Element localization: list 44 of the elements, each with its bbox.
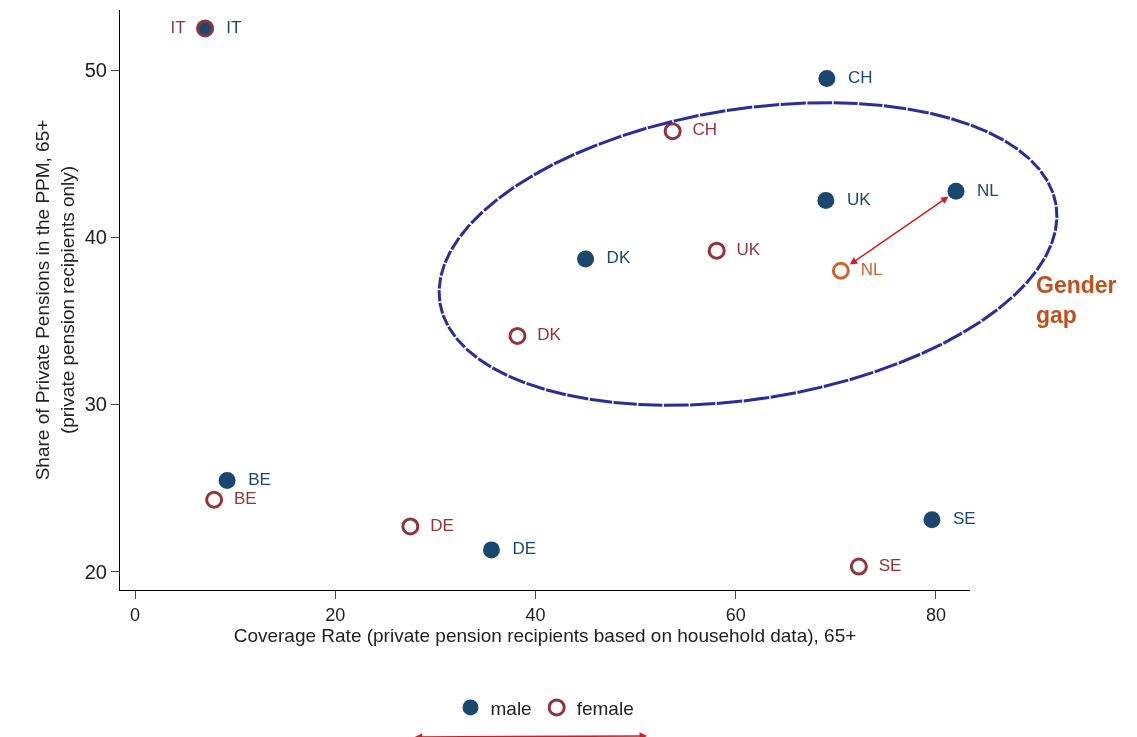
- y-tick-label: 30: [84, 393, 107, 416]
- data-label: IT: [170, 17, 195, 37]
- point: [947, 182, 965, 200]
- point: [817, 192, 835, 210]
- x-tick-label: 40: [525, 604, 546, 625]
- point: [923, 511, 941, 529]
- data-label: SE: [943, 509, 976, 529]
- point: [205, 490, 224, 509]
- legend-label: male: [490, 697, 532, 719]
- y-tick-label: 50: [84, 59, 107, 82]
- data-label: CH: [683, 120, 718, 140]
- text: Gender gap: [1036, 272, 1117, 328]
- x-tick-label: 20: [325, 604, 346, 625]
- point: [831, 261, 850, 280]
- x-tick-label: 80: [925, 604, 946, 625]
- data-label: CH: [838, 67, 873, 87]
- x-tick-label: 60: [725, 604, 746, 625]
- point: [663, 122, 682, 141]
- y-tick-label: 40: [84, 226, 107, 249]
- x-tick-label: 0: [130, 604, 141, 625]
- data-label: SE: [869, 555, 902, 575]
- data-label: NL: [967, 180, 999, 200]
- data-label: DE: [503, 539, 537, 559]
- data-label: BE: [224, 488, 257, 508]
- data-label: UK: [727, 239, 761, 259]
- data-label: DK: [527, 325, 562, 345]
- point: [707, 241, 726, 260]
- legend-label: female: [576, 697, 634, 719]
- data-label: NL: [851, 260, 883, 279]
- point: [577, 250, 595, 268]
- point: [508, 326, 527, 345]
- point: [482, 541, 500, 559]
- x-axis-title: Coverage Rate (private pension recipients based on household data), 65+: [233, 625, 857, 647]
- data-label: DE: [420, 515, 454, 535]
- point: [849, 557, 868, 576]
- data-label: UK: [837, 189, 872, 209]
- point: [401, 517, 420, 536]
- point: [818, 70, 836, 88]
- data-label: IT: [216, 17, 242, 37]
- data-label: DK: [597, 248, 631, 268]
- data-label: BE: [238, 469, 271, 489]
- point: [218, 472, 236, 490]
- y-tick-label: 20: [84, 560, 107, 583]
- y-axis-title: Share of Private Pensions in the PPM, 65+ (private pension recipients only): [31, 119, 78, 481]
